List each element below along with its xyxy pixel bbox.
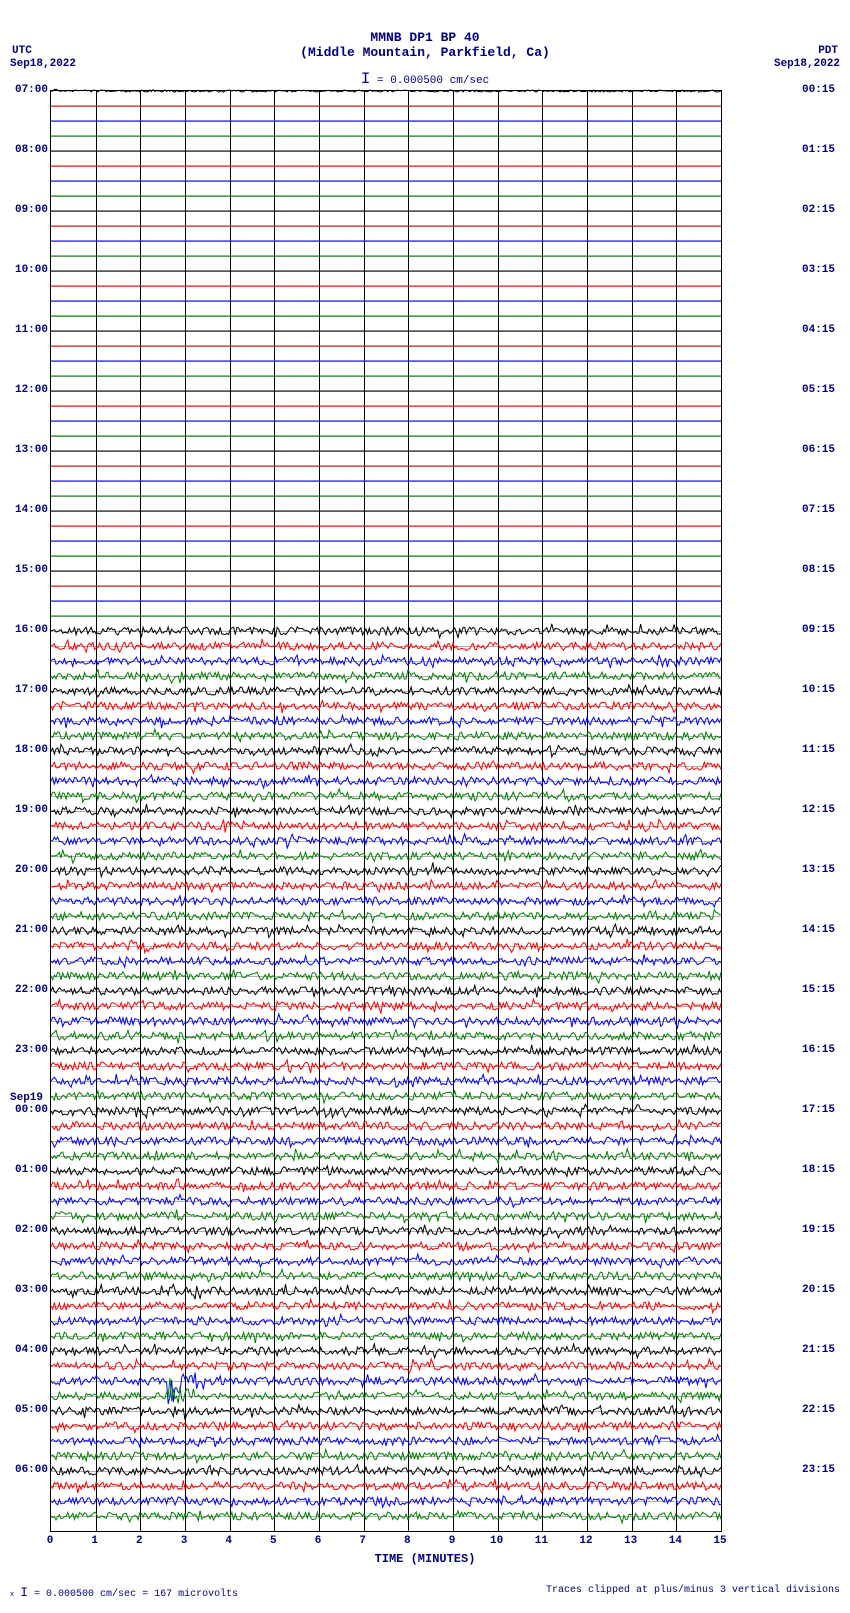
- right-time-label: 06:15: [802, 444, 840, 456]
- x-tick-label: 5: [270, 1535, 277, 1547]
- left-date-break: Sep19: [10, 1092, 43, 1104]
- x-tick-label: 9: [449, 1535, 456, 1547]
- left-time-label: 05:00: [10, 1404, 48, 1416]
- right-time-label: 14:15: [802, 924, 840, 936]
- right-time-label: 01:15: [802, 144, 840, 156]
- right-time-label: 19:15: [802, 1224, 840, 1236]
- right-time-label: 22:15: [802, 1404, 840, 1416]
- tz-right-label: PDT: [818, 45, 838, 57]
- right-time-label: 11:15: [802, 744, 840, 756]
- x-tick-label: 4: [225, 1535, 232, 1547]
- tz-left-label: UTC: [12, 45, 32, 57]
- x-tick-label: 11: [535, 1535, 548, 1547]
- left-time-label: 02:00: [10, 1224, 48, 1236]
- left-time-label: 22:00: [10, 984, 48, 996]
- date-right-label: Sep18,2022: [774, 58, 840, 70]
- x-tick-label: 10: [490, 1535, 503, 1547]
- right-time-label: 16:15: [802, 1044, 840, 1056]
- x-tick-label: 3: [181, 1535, 188, 1547]
- date-left-label: Sep18,2022: [10, 58, 76, 70]
- title-line1: MMNB DP1 BP 40: [370, 30, 479, 45]
- x-axis-title: TIME (MINUTES): [0, 1552, 850, 1566]
- scale-text: = 0.000500 cm/sec: [377, 75, 489, 87]
- right-time-label: 18:15: [802, 1164, 840, 1176]
- left-time-label: 09:00: [10, 204, 48, 216]
- x-tick-label: 8: [404, 1535, 411, 1547]
- left-time-label: 10:00: [10, 264, 48, 276]
- right-time-label: 23:15: [802, 1464, 840, 1476]
- right-time-label: 04:15: [802, 324, 840, 336]
- x-tick-label: 1: [91, 1535, 98, 1547]
- left-time-label: 13:00: [10, 444, 48, 456]
- right-time-label: 02:15: [802, 204, 840, 216]
- right-time-label: 00:15: [802, 84, 840, 96]
- left-time-label: 00:00: [10, 1104, 48, 1116]
- left-time-label: 17:00: [10, 684, 48, 696]
- left-time-label: 20:00: [10, 864, 48, 876]
- right-time-label: 12:15: [802, 804, 840, 816]
- right-time-label: 21:15: [802, 1344, 840, 1356]
- left-time-label: 01:00: [10, 1164, 48, 1176]
- right-time-label: 07:15: [802, 504, 840, 516]
- right-time-label: 09:15: [802, 624, 840, 636]
- left-time-label: 08:00: [10, 144, 48, 156]
- x-tick-label: 12: [579, 1535, 592, 1547]
- right-time-label: 03:15: [802, 264, 840, 276]
- right-time-label: 08:15: [802, 564, 840, 576]
- x-tick-label: 6: [315, 1535, 322, 1547]
- x-tick-label: 7: [359, 1535, 366, 1547]
- footer-left: x I = 0.000500 cm/sec = 167 microvolts: [10, 1585, 238, 1600]
- left-time-label: 21:00: [10, 924, 48, 936]
- left-time-label: 18:00: [10, 744, 48, 756]
- left-time-label: 03:00: [10, 1284, 48, 1296]
- right-time-label: 10:15: [802, 684, 840, 696]
- left-time-label: 15:00: [10, 564, 48, 576]
- left-time-label: 19:00: [10, 804, 48, 816]
- x-tick-label: 14: [669, 1535, 682, 1547]
- seismogram-container: MMNB DP1 BP 40 (Middle Mountain, Parkfie…: [0, 0, 850, 1613]
- left-time-label: 23:00: [10, 1044, 48, 1056]
- scale-indicator: I = 0.000500 cm/sec: [0, 70, 850, 88]
- x-tick-label: 0: [47, 1535, 54, 1547]
- right-time-label: 05:15: [802, 384, 840, 396]
- x-tick-label: 15: [713, 1535, 726, 1547]
- header-title: MMNB DP1 BP 40 (Middle Mountain, Parkfie…: [0, 30, 850, 60]
- left-time-label: 06:00: [10, 1464, 48, 1476]
- title-line2: (Middle Mountain, Parkfield, Ca): [300, 45, 550, 60]
- footer-left-text: = 0.000500 cm/sec = 167 microvolts: [34, 1589, 238, 1600]
- x-tick-label: 2: [136, 1535, 143, 1547]
- left-time-label: 16:00: [10, 624, 48, 636]
- left-time-label: 12:00: [10, 384, 48, 396]
- right-time-label: 20:15: [802, 1284, 840, 1296]
- left-time-label: 14:00: [10, 504, 48, 516]
- footer-right: Traces clipped at plus/minus 3 vertical …: [546, 1585, 840, 1596]
- right-time-label: 13:15: [802, 864, 840, 876]
- left-time-label: 04:00: [10, 1344, 48, 1356]
- left-time-label: 11:00: [10, 324, 48, 336]
- right-time-label: 15:15: [802, 984, 840, 996]
- left-time-label: 07:00: [10, 84, 48, 96]
- right-time-label: 17:15: [802, 1104, 840, 1116]
- plot-area: [50, 90, 722, 1532]
- x-tick-label: 13: [624, 1535, 637, 1547]
